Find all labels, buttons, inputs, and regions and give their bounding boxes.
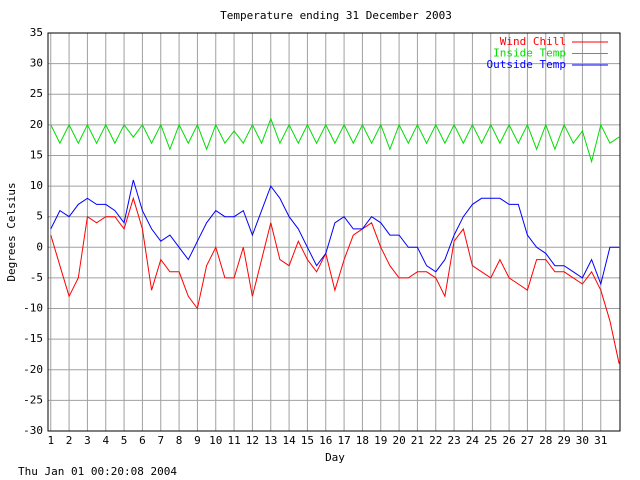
y-tick-label: 0 <box>36 240 43 253</box>
y-tick-label: 25 <box>30 87 43 100</box>
x-tick-label: 24 <box>466 434 480 447</box>
x-tick-label: 20 <box>392 434 405 447</box>
x-tick-label: 2 <box>66 434 73 447</box>
series-line <box>50 179 620 286</box>
chart-title: Temperature ending 31 December 2003 <box>220 9 452 22</box>
y-tick-label: -30 <box>23 424 43 437</box>
x-tick-label: 27 <box>521 434 534 447</box>
y-tick-label: 10 <box>30 179 43 192</box>
plot-frame <box>47 32 621 432</box>
y-tick-label: -25 <box>23 393 43 406</box>
y-tick-label: 15 <box>30 148 43 161</box>
y-axis-label: Degrees Celsius <box>5 182 18 281</box>
series-line <box>50 196 620 364</box>
x-tick-label: 10 <box>209 434 222 447</box>
x-tick-label: 3 <box>84 434 91 447</box>
x-tick-label: 13 <box>264 434 277 447</box>
x-tick-label: 31 <box>594 434 607 447</box>
x-tick-label: 19 <box>374 434 387 447</box>
x-tick-label: 11 <box>227 434 240 447</box>
x-axis-label: Day <box>325 451 345 464</box>
x-tick-label: 6 <box>139 434 146 447</box>
x-tick-label: 5 <box>121 434 128 447</box>
y-tick-label: -20 <box>23 363 43 376</box>
series-line <box>50 117 620 164</box>
x-tick-label: 23 <box>447 434 460 447</box>
x-tick-label: 4 <box>102 434 109 447</box>
y-tick-label: 30 <box>30 57 43 70</box>
x-tick-label: 8 <box>176 434 183 447</box>
x-tick-label: 18 <box>356 434 369 447</box>
x-tick-label: 29 <box>557 434 570 447</box>
x-tick-label: 26 <box>502 434 515 447</box>
x-tick-label: 7 <box>157 434 164 447</box>
x-tick-label: 14 <box>282 434 296 447</box>
y-tick-label: -10 <box>23 302 43 315</box>
x-tick-label: 21 <box>411 434 424 447</box>
x-tick-label: 17 <box>337 434 350 447</box>
y-tick-label: 5 <box>36 210 43 223</box>
y-tick-label: -5 <box>30 271 43 284</box>
x-tick-label: 25 <box>484 434 497 447</box>
footer: Thu Jan 01 00:20:08 2004 <box>18 465 177 478</box>
x-tick-label: 22 <box>429 434 442 447</box>
legend-label: Wind Chill <box>500 35 566 48</box>
x-tick-label: 9 <box>194 434 201 447</box>
x-tick-label: 15 <box>301 434 314 447</box>
x-tick-label: 30 <box>576 434 589 447</box>
y-tick-label: 35 <box>30 26 43 39</box>
x-tick-label: 1 <box>47 434 54 447</box>
y-tick-label: -15 <box>23 332 43 345</box>
y-tick-label: 20 <box>30 118 43 131</box>
legend-label: Outside Temp <box>487 58 566 71</box>
legend-label: Inside Temp <box>493 47 566 60</box>
x-tick-label: 16 <box>319 434 332 447</box>
x-tick-label: 28 <box>539 434 552 447</box>
x-tick-label: 12 <box>246 434 259 447</box>
